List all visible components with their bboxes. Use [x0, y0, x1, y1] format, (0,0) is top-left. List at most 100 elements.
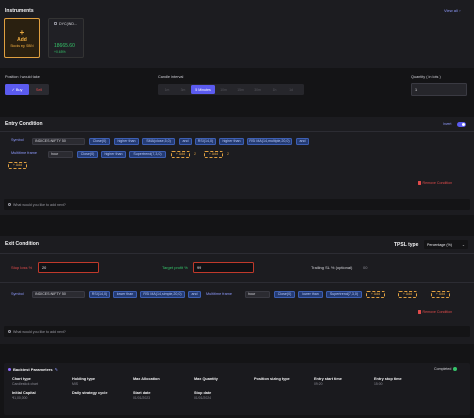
backtest-panel: Backtest Parameters ✎ Completed Chart ty…: [4, 363, 470, 415]
condition-count: 2: [227, 152, 229, 156]
condition-chip[interactable]: lower than: [298, 290, 323, 298]
condition-chip[interactable]: and: [188, 290, 201, 298]
symbol-select[interactable]: INDICES:NIFTY 50: [32, 137, 85, 145]
view-all-link[interactable]: View all ›: [444, 8, 461, 13]
candle-option[interactable]: 1h: [272, 87, 277, 92]
search-icon: [8, 203, 11, 206]
symbol-label: Symbol: [11, 138, 24, 142]
multitimeframe-label: Multitime frame: [206, 292, 232, 296]
instrument-name: DYC(IND...: [59, 21, 77, 26]
condition-chip[interactable]: RSI MA(14,simple,20,0): [140, 290, 185, 298]
stop-loss-input[interactable]: 20: [38, 262, 99, 273]
invert-label: Invert: [443, 122, 452, 126]
add-condition-button[interactable]: + Add: [171, 150, 190, 158]
param-label: Chart type: [12, 377, 31, 381]
add-condition-button[interactable]: + Add: [366, 290, 385, 298]
remove-condition-button[interactable]: Remove Condition: [418, 310, 452, 314]
quantity-input[interactable]: 1: [411, 83, 467, 96]
position-label: Position I would take: [5, 75, 40, 79]
sell-button[interactable]: Sell: [35, 87, 43, 92]
invert-toggle[interactable]: [457, 122, 466, 127]
symbol-select[interactable]: INDICES:NIFTY 50: [32, 290, 85, 298]
condition-chip[interactable]: Close(0): [274, 290, 295, 298]
candle-option[interactable]: 15m: [237, 87, 244, 92]
condition-chip[interactable]: higher than: [101, 150, 126, 158]
condition-chip[interactable]: RSI MA(14,multiple,20,0): [247, 137, 292, 145]
condition-chip[interactable]: RSI(14,0): [89, 290, 110, 298]
exit-condition-panel: Exit Condition TPSL type Percentage (%) …: [0, 236, 474, 344]
condition-chip[interactable]: Supertrend(7,3,0): [129, 150, 166, 158]
candle-option[interactable]: 1m: [164, 87, 170, 92]
condition-chip[interactable]: RSI(14,0): [195, 137, 216, 145]
condition-chip[interactable]: higher than: [219, 137, 244, 145]
buy-button[interactable]: ✓ Buy: [5, 84, 29, 95]
trailing-sl-input[interactable]: 00: [363, 265, 368, 270]
target-profit-input[interactable]: 99: [193, 262, 254, 273]
ask-next-placeholder: What would you like to add next?: [13, 202, 66, 207]
candle-option-selected[interactable]: 5 Minutes: [191, 85, 215, 94]
trash-icon: [418, 310, 421, 314]
condition-chip[interactable]: higher than: [114, 137, 139, 145]
param-label: Position sizing type: [254, 377, 290, 381]
chevron-right-icon: ›: [459, 8, 461, 13]
remove-condition-button[interactable]: Remove Condition: [418, 181, 452, 185]
search-icon: [8, 330, 11, 333]
buy-label: Buy: [15, 87, 23, 92]
entry-title: Entry Condition: [5, 121, 43, 127]
add-hint: Stocks eg: SBIN: [10, 43, 34, 48]
candle-interval-selector: 1m 3m 5 Minutes 10m 15m 30m 1h 1d: [158, 84, 304, 95]
stop-loss-label: Stop loss %: [11, 265, 33, 270]
candle-option[interactable]: 10m: [220, 87, 227, 92]
quantity-label: Quantity ( in lots ): [411, 75, 441, 79]
view-all-label: View all: [444, 8, 458, 13]
param-label: Start date: [133, 391, 151, 395]
divider: [0, 131, 474, 132]
timeframe-select[interactable]: hour: [245, 290, 270, 298]
entry-condition-panel: Entry Condition Invert Symbol INDICES:NI…: [0, 117, 474, 215]
candle-interval-label: Candle interval: [158, 75, 184, 79]
condition-chip[interactable]: lower than: [113, 290, 137, 298]
timeframe-select[interactable]: hour: [48, 150, 73, 158]
multitimeframe-label: Multitime frame: [11, 151, 37, 155]
chevron-down-icon: ⌄: [461, 242, 465, 247]
candle-option[interactable]: 3m: [180, 87, 186, 92]
param-value: 01/01/2023: [133, 396, 150, 400]
ask-next-input[interactable]: What would you like to add next?: [4, 199, 470, 210]
exit-title: Exit Condition: [5, 241, 39, 247]
trailing-sl-label: Trailing SL % (optional): [311, 265, 353, 270]
check-icon: ✓: [11, 88, 15, 92]
edit-icon[interactable]: ✎: [54, 367, 58, 372]
instruments-panel: Instruments View all › + Add Stocks eg: …: [0, 0, 474, 68]
condition-chip[interactable]: Close(0): [77, 150, 98, 158]
divider: [0, 282, 474, 283]
candle-option[interactable]: 1d: [289, 87, 293, 92]
param-value: 09:20: [314, 382, 323, 386]
tpsl-label: TPSL type: [394, 242, 419, 248]
status-badge: Completed: [434, 367, 457, 371]
condition-chip[interactable]: Close(0): [89, 137, 110, 145]
condition-chip[interactable]: SMA(close,5,0): [142, 137, 175, 145]
add-condition-button[interactable]: + Add: [204, 150, 223, 158]
param-label: Daily strategy cycle: [72, 391, 108, 395]
condition-chip[interactable]: and: [179, 137, 192, 145]
ask-next-input[interactable]: What would you like to add next?: [4, 326, 470, 337]
condition-chip[interactable]: Supertrend(7,3,0): [326, 290, 362, 298]
param-label: Initial Capital: [12, 391, 36, 395]
trash-icon: [418, 181, 421, 185]
tpsl-select[interactable]: Percentage (%) ⌄: [424, 240, 468, 249]
add-condition-button[interactable]: + Add: [431, 290, 450, 298]
add-condition-button[interactable]: + Add: [8, 161, 27, 169]
instrument-card[interactable]: DYC(IND... 18665.60 +0.65%: [48, 18, 84, 58]
add-condition-button[interactable]: + Add: [398, 290, 417, 298]
add-instrument-card[interactable]: + Add Stocks eg: SBIN: [4, 18, 40, 58]
backtest-header: Backtest Parameters ✎: [8, 367, 58, 372]
instrument-price: 18665.60: [54, 43, 75, 49]
remove-condition-label: Remove Condition: [422, 310, 453, 314]
condition-chip[interactable]: and: [296, 137, 309, 145]
plus-icon: +: [19, 27, 25, 37]
param-label: Max Allocation: [133, 377, 160, 381]
candle-option[interactable]: 30m: [254, 87, 261, 92]
symbol-label: Symbol: [11, 292, 24, 296]
param-value: ₹1,00,000: [12, 396, 28, 400]
checkbox-icon[interactable]: [54, 22, 57, 25]
